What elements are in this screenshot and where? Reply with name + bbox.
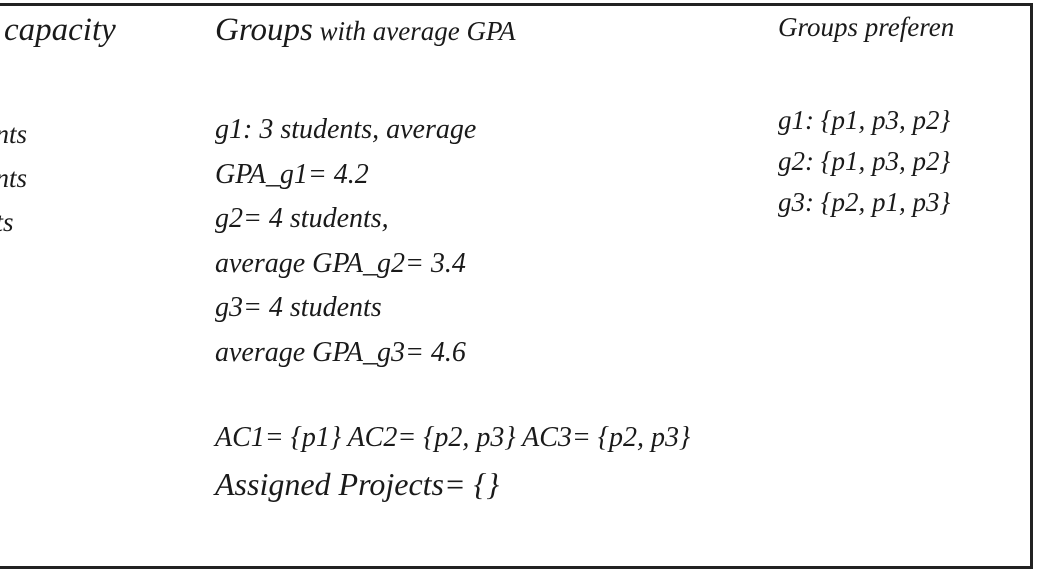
- table-frame: [0, 3, 1033, 569]
- header-preferences: Groups preferen: [778, 12, 955, 42]
- gpa-line: g2= 4 students,: [215, 203, 389, 234]
- header-groups-rest: with average GPA: [312, 16, 516, 46]
- capacity-line: ents: [0, 207, 14, 237]
- header-capacity: capacity: [4, 12, 116, 48]
- capacity-line: dents: [0, 163, 27, 193]
- capacity-line: dents: [0, 119, 27, 149]
- gpa-line: g1: 3 students, average: [215, 114, 477, 145]
- gpa-line: GPA_g1= 4.2: [215, 158, 369, 190]
- groups-gpa-column: g1: 3 students, average GPA_g1= 4.2 g2= …: [215, 108, 476, 375]
- gpa-line: g3= 4 students: [215, 292, 382, 323]
- gpa-line: average GPA_g3= 4.6: [215, 336, 466, 368]
- header-groups-gpa: Groups with average GPA: [215, 12, 516, 49]
- capacity-column: dents dents ents: [0, 112, 27, 244]
- preference-line: g2: {p1, p3, p2}: [778, 146, 951, 176]
- preference-line: g3: {p2, p1, p3}: [778, 187, 951, 217]
- available-capacity-line: AC1= {p1} AC2= {p2, p3} AC3= {p2, p3}: [215, 422, 691, 453]
- assigned-projects-line: Assigned Projects= {}: [215, 466, 500, 502]
- preferences-column: g1: {p1, p3, p2} g2: {p1, p3, p2} g3: {p…: [778, 100, 950, 223]
- preference-line: g1: {p1, p3, p2}: [778, 105, 951, 135]
- gpa-line: average GPA_g2= 3.4: [215, 247, 466, 279]
- header-groups-main: Groups: [215, 12, 313, 48]
